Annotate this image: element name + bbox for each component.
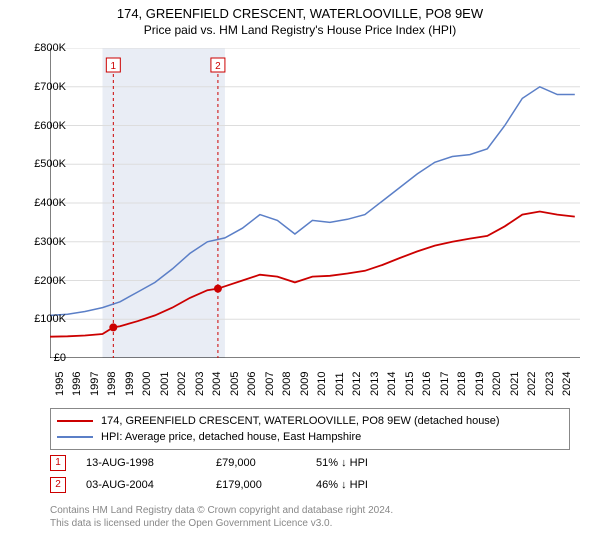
chart-title: 174, GREENFIELD CRESCENT, WATERLOOVILLE,… — [0, 6, 600, 21]
footer-licence: This data is licensed under the Open Gov… — [50, 517, 580, 530]
y-tick-label: £800K — [20, 42, 66, 54]
y-tick-label: £400K — [20, 197, 66, 209]
sale-price: £79,000 — [216, 457, 316, 469]
x-tick-label: 2009 — [299, 372, 311, 396]
y-tick-label: £100K — [20, 313, 66, 325]
legend: 174, GREENFIELD CRESCENT, WATERLOOVILLE,… — [50, 408, 570, 450]
x-tick-label: 2001 — [159, 372, 171, 396]
legend-swatch — [57, 420, 93, 422]
svg-text:1: 1 — [111, 61, 117, 72]
y-tick-label: £600K — [20, 120, 66, 132]
x-tick-label: 1997 — [89, 372, 101, 396]
legend-item: 174, GREENFIELD CRESCENT, WATERLOOVILLE,… — [57, 413, 563, 429]
footer: Contains HM Land Registry data © Crown c… — [50, 504, 580, 530]
x-tick-label: 2010 — [316, 372, 328, 396]
x-tick-label: 2023 — [544, 372, 556, 396]
x-tick-label: 1995 — [54, 372, 66, 396]
x-tick-label: 2015 — [404, 372, 416, 396]
x-tick-label: 2006 — [246, 372, 258, 396]
chart-svg: 12 — [50, 48, 580, 358]
legend-label: 174, GREENFIELD CRESCENT, WATERLOOVILLE,… — [101, 415, 500, 427]
legend-swatch — [57, 436, 93, 438]
chart-plot-area: 12 — [50, 48, 580, 358]
title-block: 174, GREENFIELD CRESCENT, WATERLOOVILLE,… — [0, 0, 600, 37]
sale-date: 03-AUG-2004 — [86, 479, 216, 491]
x-tick-label: 2003 — [194, 372, 206, 396]
x-tick-label: 2013 — [369, 372, 381, 396]
x-tick-label: 2020 — [491, 372, 503, 396]
x-tick-label: 2022 — [526, 372, 538, 396]
x-tick-label: 2021 — [509, 372, 521, 396]
x-tick-label: 1999 — [124, 372, 136, 396]
sale-record: 1 13-AUG-1998 £79,000 51% ↓ HPI — [50, 452, 570, 474]
y-tick-label: £700K — [20, 81, 66, 93]
svg-text:2: 2 — [215, 61, 221, 72]
sale-records: 1 13-AUG-1998 £79,000 51% ↓ HPI 2 03-AUG… — [50, 452, 570, 496]
x-tick-label: 2007 — [264, 372, 276, 396]
sale-marker-icon: 2 — [50, 477, 66, 493]
x-tick-label: 2000 — [141, 372, 153, 396]
y-tick-label: £500K — [20, 158, 66, 170]
sale-marker-icon: 1 — [50, 455, 66, 471]
legend-label: HPI: Average price, detached house, East… — [101, 431, 361, 443]
x-tick-label: 2024 — [561, 372, 573, 396]
x-tick-label: 2019 — [474, 372, 486, 396]
legend-item: HPI: Average price, detached house, East… — [57, 429, 563, 445]
x-tick-label: 2005 — [229, 372, 241, 396]
x-tick-label: 2004 — [211, 372, 223, 396]
sale-hpi-diff: 51% ↓ HPI — [316, 457, 436, 469]
x-tick-label: 2016 — [421, 372, 433, 396]
chart-container: 174, GREENFIELD CRESCENT, WATERLOOVILLE,… — [0, 0, 600, 560]
y-tick-label: £300K — [20, 236, 66, 248]
x-tick-label: 2011 — [334, 372, 346, 396]
x-tick-label: 2002 — [176, 372, 188, 396]
x-tick-label: 2012 — [351, 372, 363, 396]
chart-subtitle: Price paid vs. HM Land Registry's House … — [0, 23, 600, 37]
x-tick-label: 2018 — [456, 372, 468, 396]
x-tick-label: 1998 — [106, 372, 118, 396]
sale-hpi-diff: 46% ↓ HPI — [316, 479, 436, 491]
footer-copyright: Contains HM Land Registry data © Crown c… — [50, 504, 580, 517]
sale-date: 13-AUG-1998 — [86, 457, 216, 469]
y-tick-label: £0 — [20, 352, 66, 364]
x-tick-label: 2017 — [439, 372, 451, 396]
x-tick-label: 1996 — [71, 372, 83, 396]
x-tick-label: 2008 — [281, 372, 293, 396]
sale-price: £179,000 — [216, 479, 316, 491]
sale-record: 2 03-AUG-2004 £179,000 46% ↓ HPI — [50, 474, 570, 496]
y-tick-label: £200K — [20, 275, 66, 287]
x-tick-label: 2014 — [386, 372, 398, 396]
